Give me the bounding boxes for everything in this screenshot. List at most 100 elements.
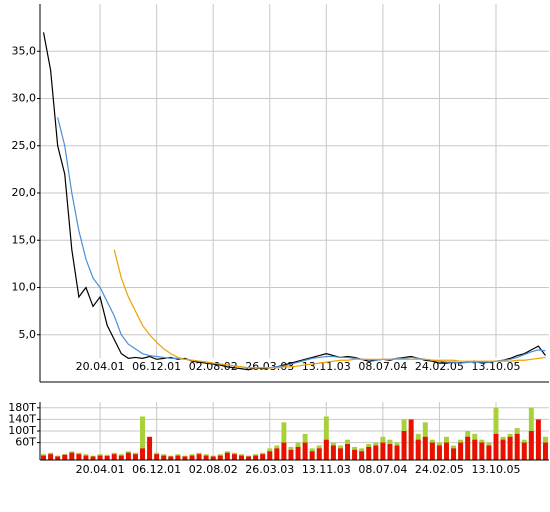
volume-bar: [507, 436, 513, 460]
volume-bar: [182, 456, 188, 460]
volume-bar: [429, 442, 435, 460]
volume-bar: [253, 455, 259, 460]
volume-bar: [210, 456, 216, 460]
volume-bar: [458, 442, 464, 460]
volume-bar: [528, 431, 534, 460]
y-tick-label: 180T: [8, 401, 36, 414]
volume-bar: [140, 448, 145, 460]
volume-bar: [373, 445, 379, 460]
y-tick-label: 100T: [8, 424, 36, 437]
volume-bar: [41, 455, 47, 460]
price-line: [113, 249, 546, 369]
volume-bar: [196, 454, 202, 460]
volume-bar: [542, 442, 548, 460]
x-tick-label: 26.03.03: [245, 360, 294, 373]
volume-bar: [224, 452, 230, 460]
price-line: [57, 117, 546, 369]
y-tick-label: 20,0: [12, 186, 37, 199]
volume-bar: [380, 442, 386, 460]
volume-bar: [486, 445, 492, 460]
volume-bar: [111, 454, 117, 460]
volume-bar: [302, 442, 308, 460]
volume-bar: [104, 455, 110, 460]
volume-bar: [345, 444, 350, 460]
volume-bar: [168, 456, 174, 460]
volume-bar: [69, 452, 75, 460]
volume-bar: [281, 442, 287, 460]
volume-bar: [359, 451, 365, 460]
volume-bar: [330, 445, 336, 460]
volume-bar: [415, 439, 421, 460]
volume-bar: [132, 454, 138, 460]
x-tick-label: 06.12.01: [132, 463, 181, 476]
volume-bar: [309, 451, 315, 460]
x-tick-label: 20.04.01: [76, 463, 125, 476]
x-tick-label: 20.04.01: [76, 360, 125, 373]
volume-bar: [465, 436, 471, 460]
x-tick-label: 24.02.05: [415, 463, 464, 476]
volume-bar: [323, 439, 329, 460]
x-tick-label: 08.07.04: [358, 463, 407, 476]
volume-bar: [408, 419, 414, 460]
volume-bar: [444, 442, 449, 460]
x-tick-label: 02.08.02: [189, 463, 238, 476]
volume-bar: [239, 455, 244, 460]
volume-bar: [295, 446, 301, 460]
volume-bar: [161, 455, 167, 460]
x-tick-label: 24.02.05: [415, 360, 464, 373]
volume-bar: [62, 454, 68, 460]
y-tick-label: 30,0: [12, 92, 37, 105]
volume-bar: [274, 448, 280, 460]
volume-bar: [387, 444, 393, 460]
volume-bar: [154, 454, 160, 460]
x-tick-label: 08.07.04: [358, 360, 407, 373]
volume-bar: [472, 439, 478, 460]
volume-bar: [436, 445, 442, 460]
volume-bar: [140, 416, 145, 460]
volume-bar: [337, 448, 343, 460]
x-tick-label: 13.10.05: [471, 463, 520, 476]
volume-bar: [118, 455, 124, 460]
volume-bar: [189, 455, 195, 460]
volume-bar: [366, 446, 372, 460]
y-tick-label: 5,0: [19, 328, 37, 341]
volume-bar: [352, 449, 358, 460]
volume-bar: [175, 455, 181, 460]
volume-bar: [147, 436, 153, 460]
volume-bar: [500, 439, 506, 460]
x-tick-label: 06.12.01: [132, 360, 181, 373]
volume-bar: [231, 454, 237, 460]
volume-bar: [83, 455, 89, 460]
volume-bar: [125, 452, 131, 460]
volume-bar: [323, 416, 329, 460]
volume-bar: [48, 454, 54, 460]
volume-bar: [288, 449, 294, 460]
volume-bar: [203, 455, 209, 460]
x-tick-label: 26.03.03: [245, 463, 294, 476]
x-tick-label: 13.11.03: [302, 463, 351, 476]
x-tick-label: 02.08.02: [189, 360, 238, 373]
volume-bar: [514, 433, 520, 460]
volume-bar: [451, 448, 457, 460]
volume-bar: [55, 456, 61, 460]
y-tick-label: 10,0: [12, 281, 37, 294]
volume-bar: [97, 455, 103, 460]
y-tick-label: 60T: [15, 436, 36, 449]
volume-bar: [535, 419, 541, 460]
volume-bar: [401, 431, 407, 460]
y-tick-label: 25,0: [12, 139, 37, 152]
volume-bar: [281, 422, 287, 460]
volume-bar: [76, 454, 82, 460]
volume-bar: [394, 445, 400, 460]
y-tick-label: 140T: [8, 412, 36, 425]
volume-bar: [521, 442, 527, 460]
volume-bar: [260, 454, 266, 460]
y-tick-label: 15,0: [12, 233, 37, 246]
volume-bar: [422, 436, 428, 460]
volume-bar: [246, 456, 252, 460]
volume-bar: [479, 442, 485, 460]
volume-bar: [493, 433, 499, 460]
volume-bar: [267, 451, 273, 460]
volume-bar: [90, 456, 96, 460]
